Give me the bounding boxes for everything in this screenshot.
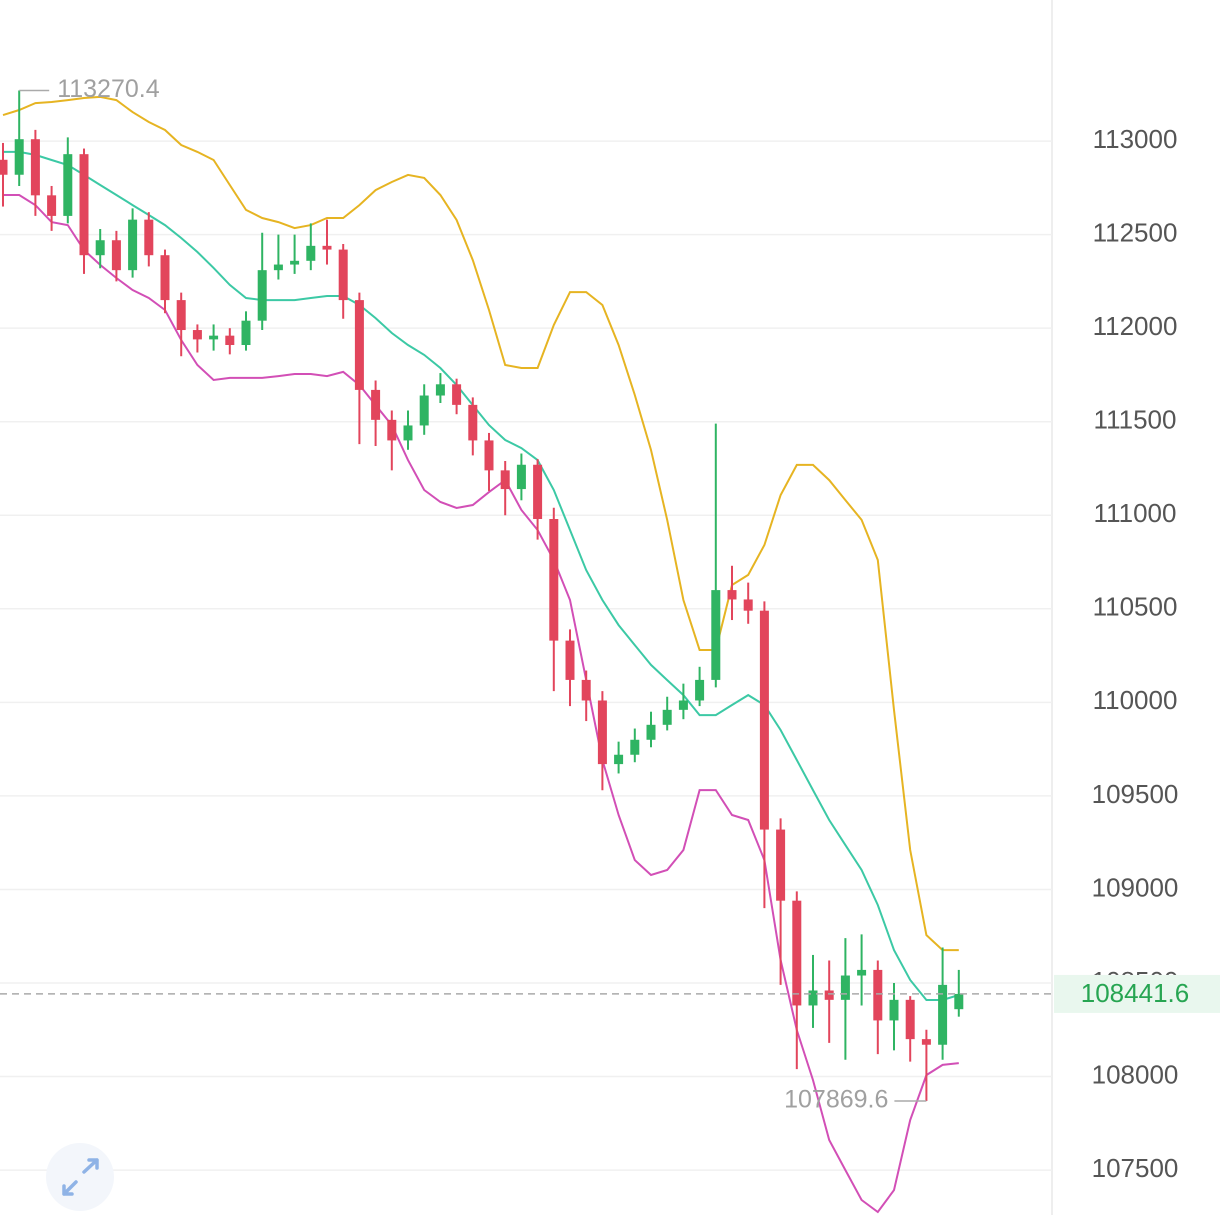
candle-body xyxy=(695,679,705,701)
candle-body xyxy=(435,384,445,396)
y-tick-label: 109500 xyxy=(1092,779,1179,809)
bands xyxy=(2,95,960,1214)
candle-body xyxy=(452,384,462,405)
candle-body xyxy=(484,440,494,471)
band-line xyxy=(3,150,960,1001)
y-tick-label: 110000 xyxy=(1093,685,1178,715)
candle-body xyxy=(111,240,121,271)
candle-body xyxy=(792,900,802,1006)
candle-body xyxy=(727,590,737,600)
annotations: 113270.4 107869.6 108441.6 xyxy=(0,75,1220,1114)
y-tick-label: 112500 xyxy=(1093,217,1178,247)
candle-body xyxy=(192,330,202,340)
y-tick-label: 112000 xyxy=(1093,311,1178,341)
candle-body xyxy=(840,975,850,1000)
candle-body xyxy=(387,419,397,441)
candle-body xyxy=(500,470,510,490)
candle-body xyxy=(776,829,786,901)
candle-body xyxy=(209,335,219,340)
candle-body xyxy=(516,464,526,490)
candle-body xyxy=(241,320,251,346)
candle-body xyxy=(30,139,40,196)
candle-body xyxy=(128,219,138,271)
candle-body xyxy=(306,245,316,261)
expand-button-bg[interactable] xyxy=(46,1143,114,1211)
candle-body xyxy=(711,590,721,680)
candle-body xyxy=(614,754,624,765)
candle-body xyxy=(743,599,753,611)
candle-body xyxy=(322,245,332,250)
candle-body xyxy=(921,1039,931,1045)
candle-body xyxy=(403,425,413,441)
y-tick-label: 111000 xyxy=(1094,498,1177,528)
min-marker-label: 107869.6 xyxy=(784,1086,888,1114)
band-line xyxy=(3,194,959,1214)
candle-body xyxy=(857,969,867,976)
candle-body xyxy=(597,700,607,765)
candle-body xyxy=(371,389,381,420)
candle-body xyxy=(565,640,575,680)
candle-body xyxy=(759,610,769,830)
candle-body xyxy=(889,999,899,1021)
candle-body xyxy=(533,464,543,520)
candle-body xyxy=(354,300,364,390)
y-tick-label: 111500 xyxy=(1094,405,1177,435)
candle-body xyxy=(938,984,948,1045)
candles xyxy=(0,90,964,1101)
candle-body xyxy=(581,679,591,701)
candle-body xyxy=(338,249,348,301)
last-price-box xyxy=(1054,974,1220,1013)
y-tick-label: 108000 xyxy=(1092,1059,1179,1089)
candle-body xyxy=(257,270,267,321)
candle-body xyxy=(646,724,656,740)
candle-body xyxy=(273,264,283,271)
candle-body xyxy=(905,999,915,1040)
expand-icon[interactable] xyxy=(62,1158,99,1196)
candle-body xyxy=(468,404,478,441)
candle-body xyxy=(160,255,170,301)
y-tick-label: 110500 xyxy=(1093,592,1178,622)
candle-body xyxy=(808,990,818,1006)
candle-body xyxy=(144,219,154,256)
candle-body xyxy=(873,969,883,1021)
candle-body xyxy=(14,139,24,175)
candle-body xyxy=(63,154,73,216)
expand-button[interactable] xyxy=(46,1143,114,1211)
candle-body xyxy=(630,739,640,755)
candle-body xyxy=(419,395,429,426)
candle-body xyxy=(47,195,57,216)
candle-body xyxy=(549,519,559,641)
y-tick-label: 109000 xyxy=(1092,872,1179,902)
y-tick-label: 113000 xyxy=(1093,124,1178,154)
y-axis: 1075001080001085001090001095001100001105… xyxy=(1092,124,1179,1183)
y-tick-label: 107500 xyxy=(1092,1153,1179,1183)
band-line xyxy=(2,95,959,952)
candle-body xyxy=(954,993,964,1010)
last-price-label: 108441.6 xyxy=(1081,978,1189,1008)
candle-body xyxy=(290,260,300,265)
candle-body xyxy=(225,335,235,346)
max-marker-label: 113270.4 xyxy=(57,75,160,103)
candle-body xyxy=(662,709,672,725)
candle-body xyxy=(824,990,834,1000)
candle-body xyxy=(0,159,8,175)
candle-body xyxy=(678,700,688,710)
candle-body xyxy=(176,300,186,331)
candle-body xyxy=(95,240,105,256)
candle-body xyxy=(79,154,89,256)
